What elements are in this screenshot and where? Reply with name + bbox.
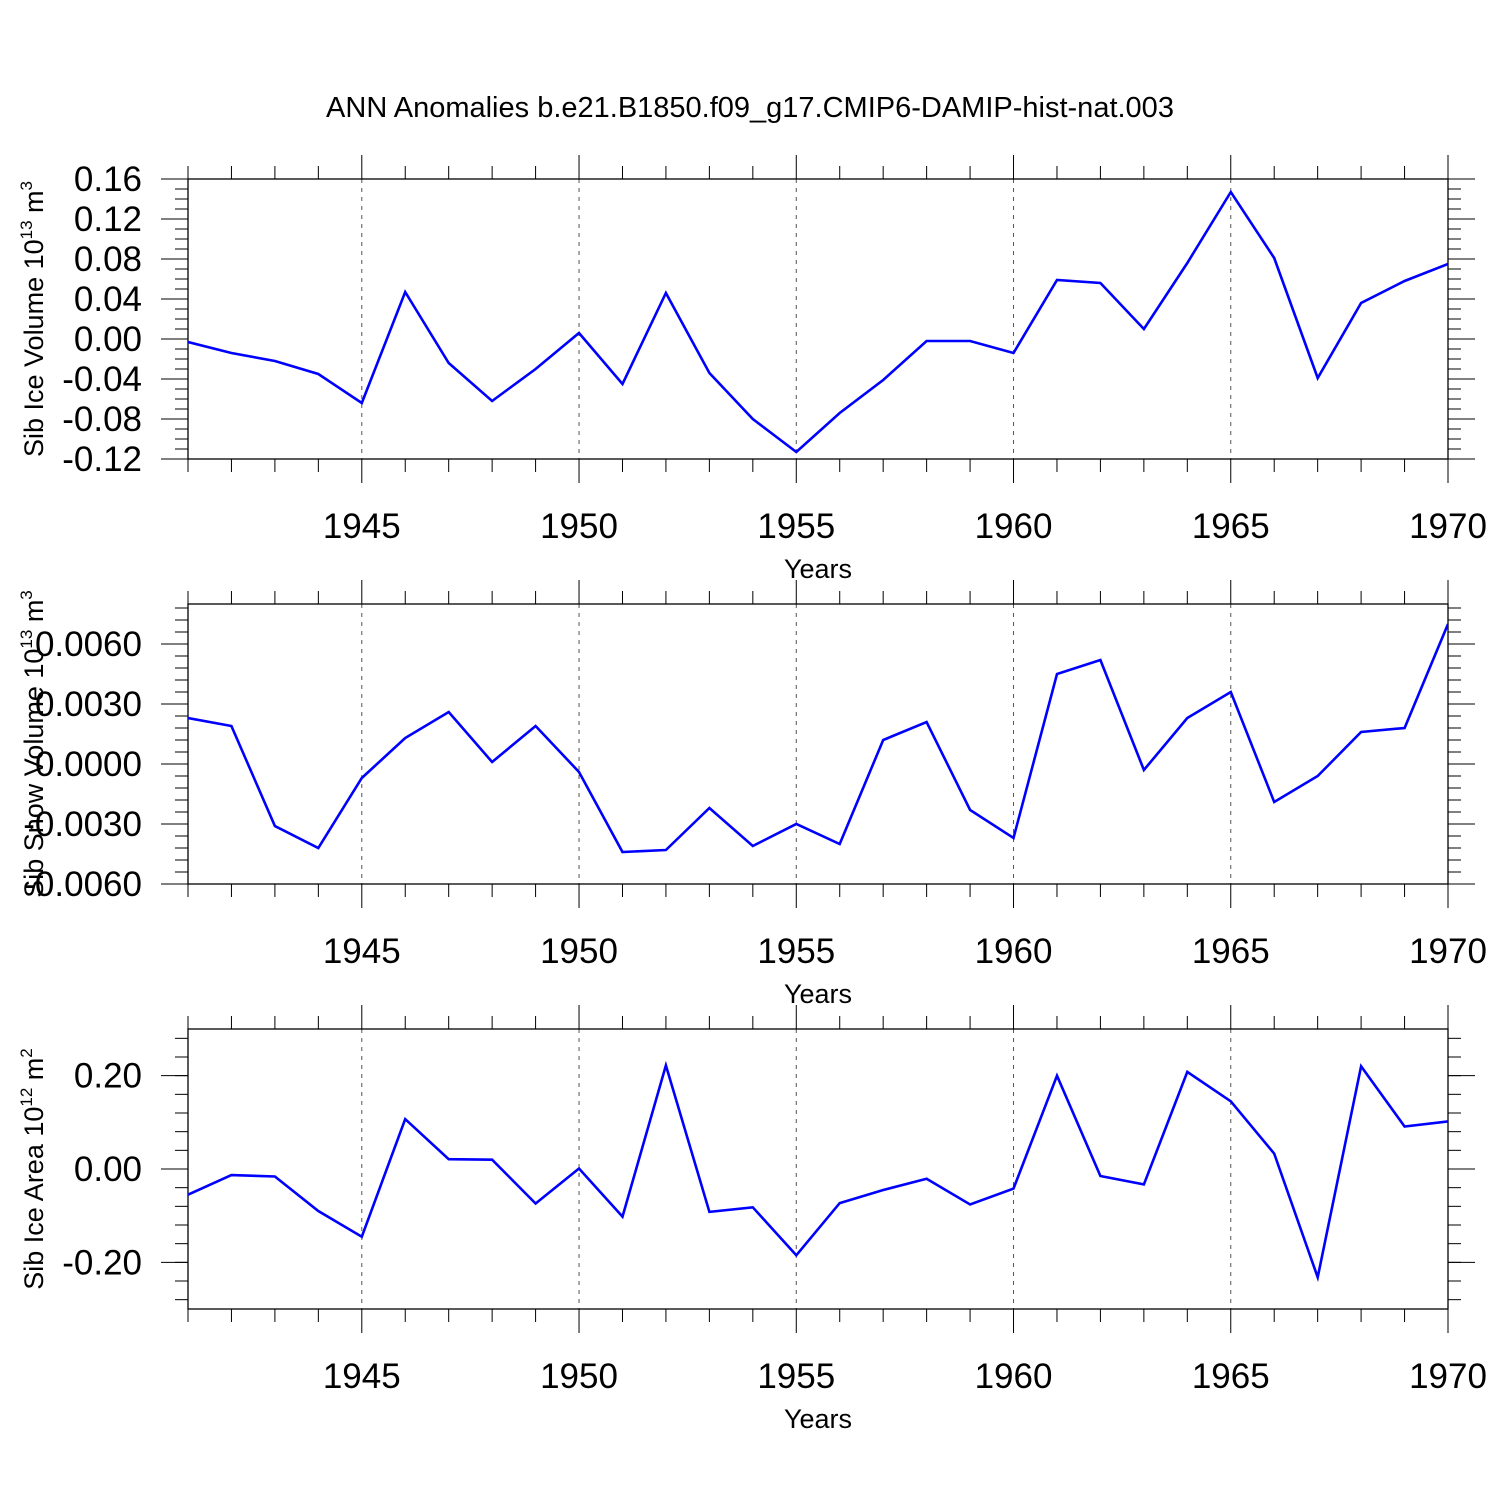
plot-frame xyxy=(187,603,1449,885)
y-tick-label: 0.08 xyxy=(74,240,142,279)
y-tick-label: 0.0030 xyxy=(35,685,142,724)
x-axis-title: Years xyxy=(784,1404,852,1434)
x-tick-label: 1970 xyxy=(1409,1357,1487,1396)
y-tick-label: -0.08 xyxy=(62,400,142,439)
y-tick-label: 0.20 xyxy=(74,1057,142,1096)
x-tick-label: 1960 xyxy=(975,1357,1053,1396)
x-tick-label: 1945 xyxy=(323,1357,401,1396)
series-line xyxy=(188,189,1448,454)
y-axis-title-unit-exp: 3 xyxy=(17,590,36,599)
y-tick-label: -0.04 xyxy=(62,360,142,399)
chart-title: ANN Anomalies b.e21.B1850.f09_g17.CMIP6-… xyxy=(326,92,1174,124)
x-axis-title: Years xyxy=(784,979,852,1009)
y-axis-title-unit: m xyxy=(19,600,49,630)
x-tick-label: 1955 xyxy=(757,507,835,546)
y-axis-title-exp: 12 xyxy=(17,1088,36,1107)
y-axis-title-unit: m xyxy=(19,190,49,220)
y-tick-label: 0.12 xyxy=(74,200,142,239)
x-tick-label: 1960 xyxy=(975,507,1053,546)
x-tick-label: 1965 xyxy=(1192,1357,1270,1396)
y-axis-title-base: Sib Ice Area 10 xyxy=(19,1107,49,1290)
x-tick-label: 1955 xyxy=(757,932,835,971)
y-tick-label: -0.12 xyxy=(62,440,142,479)
y-tick-label: 0.16 xyxy=(74,160,142,199)
x-tick-label: 1950 xyxy=(540,507,618,546)
x-tick-label: 1965 xyxy=(1192,507,1270,546)
panel-3: -0.20 0.00 0.20 1945 1950 1955 1960 1965 1970 Yea… xyxy=(17,1005,1487,1434)
x-tick-label: 1950 xyxy=(540,1357,618,1396)
series-line xyxy=(188,1060,1448,1283)
x-tick-label: 1945 xyxy=(323,507,401,546)
y-axis-title-exp: 13 xyxy=(17,630,36,649)
x-tick-label: 1960 xyxy=(975,932,1053,971)
y-tick-label: 0.04 xyxy=(74,280,142,319)
x-tick-label: 1945 xyxy=(323,932,401,971)
x-tick-label: 1950 xyxy=(540,932,618,971)
y-axis-title-unit-exp: 3 xyxy=(17,181,36,190)
y-tick-label: -0.0030 xyxy=(23,805,142,844)
panel-1: -0.12-0.08-0.040.000.040.080.120.16 1945 1… xyxy=(17,155,1487,584)
y-tick-label: 0.0000 xyxy=(35,745,142,784)
y-axis-title-base: Sib Snow Volume 10 xyxy=(19,649,49,898)
y-tick-label: -0.20 xyxy=(62,1243,142,1282)
x-tick-label: 1970 xyxy=(1409,507,1487,546)
y-tick-label: -0.0060 xyxy=(23,865,142,904)
series-line xyxy=(188,623,1448,854)
y-axis-title: Sib Ice Area 1012 m2 xyxy=(17,1048,49,1290)
y-axis-title: Sib Snow Volume 1013 m3 xyxy=(17,590,49,898)
y-axis-title-unit: m xyxy=(19,1058,49,1088)
y-axis-title-base: Sib Ice Volume 10 xyxy=(19,239,49,457)
y-axis-title-unit-exp: 2 xyxy=(17,1048,36,1057)
y-tick-label: 0.00 xyxy=(74,1150,142,1189)
panel-2: -0.0060 -0.0030 0.0000 0.0030 0.0060 1945 1950… xyxy=(17,580,1487,1009)
y-tick-label: 0.0060 xyxy=(35,625,142,664)
y-axis-title-exp: 13 xyxy=(17,220,36,239)
y-tick-label: 0.00 xyxy=(74,320,142,359)
x-axis-title: Years xyxy=(784,554,852,584)
x-tick-label: 1970 xyxy=(1409,932,1487,971)
x-tick-label: 1965 xyxy=(1192,932,1270,971)
x-tick-label: 1955 xyxy=(757,1357,835,1396)
y-axis-title: Sib Ice Volume 1013 m3 xyxy=(17,181,49,457)
